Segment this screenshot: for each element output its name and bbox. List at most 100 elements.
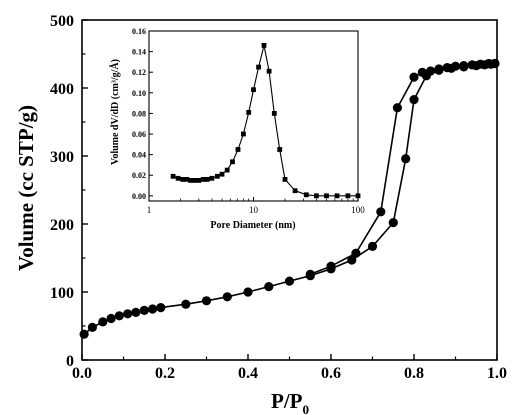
pore-distribution-point	[261, 43, 267, 48]
isotherm-desorption-point	[351, 248, 361, 258]
pore-distribution-point	[345, 193, 351, 199]
pore-distribution-point	[334, 193, 340, 199]
main-y-tick-label: 100	[50, 285, 74, 302]
isotherm-desorption-point	[376, 207, 386, 217]
isotherm-adsorption-point	[79, 329, 89, 339]
isotherm-adsorption-point	[123, 309, 133, 319]
pore-distribution-point	[241, 131, 246, 137]
isotherm-adsorption-point	[409, 95, 419, 105]
isotherm-adsorption-point	[264, 282, 274, 292]
pore-distribution-point	[256, 64, 261, 70]
main-x-axis-title: P/P0	[271, 389, 309, 415]
isotherm-adsorption-point	[98, 317, 108, 327]
isotherm-adsorption-point	[201, 296, 212, 306]
isotherm-adsorption-point	[347, 255, 357, 265]
pore-distribution-point	[235, 147, 241, 152]
inset-plot-frame	[148, 30, 359, 202]
inset-y-tick-label: 0.06	[132, 130, 146, 139]
isotherm-adsorption-point	[148, 304, 158, 314]
isotherm-desorption-point	[326, 261, 336, 271]
pore-distribution-point	[251, 87, 256, 93]
isotherm-adsorption-point	[156, 303, 166, 313]
isotherm-adsorption-point	[106, 313, 116, 324]
pore-distribution-point	[170, 173, 176, 179]
main-series-layer	[79, 58, 500, 339]
inset-x-tick-label: 100	[351, 205, 365, 215]
main-x-tick-label: 1.0	[487, 365, 507, 382]
pore-distribution-point	[246, 110, 252, 115]
pore-distribution-point	[324, 193, 329, 199]
main-x-axis-subscript: 0	[303, 402, 310, 415]
main-x-tick-label: 0.6	[321, 365, 341, 382]
pore-distribution-point	[184, 177, 190, 182]
pore-distribution-point	[224, 167, 230, 173]
inset-series-layer	[170, 43, 361, 199]
main-y-tick-label: 400	[50, 81, 74, 98]
inset-ticks: 1 10 100 0.00 0.02 0.04 0.06 0.08 0.10 0.12 0.14 0.…	[132, 27, 365, 215]
isotherm-desorption-point	[305, 269, 315, 279]
pore-distribution-point	[314, 193, 319, 199]
isotherm-adsorption-point	[181, 299, 191, 309]
main-x-tick-label: 0.2	[155, 365, 175, 382]
pore-distribution-point	[200, 177, 206, 182]
inset-y-tick-label: 0.04	[132, 151, 146, 160]
inset-y-tick-label: 0.16	[132, 27, 146, 36]
isotherm-desorption-point	[467, 60, 477, 70]
pore-distribution-point	[230, 159, 235, 165]
isotherm-desorption-point	[426, 66, 436, 76]
isotherm-desorption-point	[450, 61, 461, 71]
inset-chart: 1 10 100 0.00 0.02 0.04 0.06 0.08 0.10 0.12 0.14 0.…	[109, 27, 365, 231]
isotherm-desorption-point	[434, 64, 444, 74]
isotherm-adsorption-point	[284, 276, 295, 286]
pore-distribution-point	[175, 175, 181, 181]
main-y-tick-label: 500	[50, 13, 74, 30]
main-x-tick-label: 0.0	[72, 365, 92, 382]
isotherm-desorption-point	[442, 63, 452, 73]
inset-y-tick-label: 0.02	[132, 171, 146, 180]
pore-distribution-point	[271, 111, 277, 116]
pore-distribution-point	[292, 188, 298, 194]
isotherm-desorption-point	[417, 67, 427, 77]
main-y-tick-label: 300	[50, 149, 74, 166]
inset-y-tick-label: 0.08	[132, 109, 146, 118]
isotherm-adsorption-point	[87, 322, 97, 332]
isotherm-adsorption-point	[114, 311, 124, 321]
isotherm-adsorption-point	[401, 154, 411, 164]
pore-distribution-point	[266, 68, 272, 74]
inset-y-tick-label: 0.10	[132, 89, 146, 98]
pore-distribution-point	[191, 178, 197, 183]
isotherm-adsorption-point	[131, 307, 141, 317]
inset-x-tick-label: 1	[147, 205, 152, 215]
isotherm-desorption-point	[409, 72, 419, 82]
main-y-axis-title: Volume (cc STP/g)	[14, 105, 38, 271]
main-y-tick-label: 200	[50, 217, 74, 234]
isotherm-desorption-point	[475, 59, 485, 69]
inset-y-tick-label: 0.12	[132, 68, 146, 77]
inset-y-tick-label: 0.14	[132, 48, 146, 57]
inset-x-axis-title: Pore Diameter (nm)	[210, 220, 295, 231]
inset-x-tick-label: 10	[249, 205, 259, 215]
pore-distribution-point	[214, 173, 220, 179]
pore-distribution-point	[219, 171, 225, 177]
isotherm-adsorption-point	[139, 305, 149, 315]
main-x-tick-label: 0.4	[238, 365, 258, 382]
pore-distribution-point	[180, 177, 186, 182]
pore-distribution-point	[355, 193, 361, 199]
pore-distribution-point	[303, 192, 309, 198]
isotherm-adsorption-point	[243, 287, 253, 297]
isotherm-desorption-point	[484, 58, 494, 69]
isotherm-adsorption-point	[222, 292, 232, 302]
isotherm-desorption-point	[459, 61, 469, 71]
isotherm-adsorption-point	[367, 241, 378, 251]
pore-distribution-point	[204, 177, 210, 182]
inset-y-tick-label: 0.00	[132, 192, 146, 201]
isotherm-desorption-point	[392, 103, 402, 113]
pore-distribution-point	[196, 178, 202, 183]
main-y-tick-label: 0	[66, 353, 74, 370]
main-x-tick-label: 0.8	[404, 365, 424, 382]
pore-distribution-point	[282, 177, 288, 182]
pore-distribution-point	[277, 147, 283, 152]
pore-distribution-point	[188, 178, 193, 183]
isotherm-adsorption-point	[388, 218, 398, 228]
